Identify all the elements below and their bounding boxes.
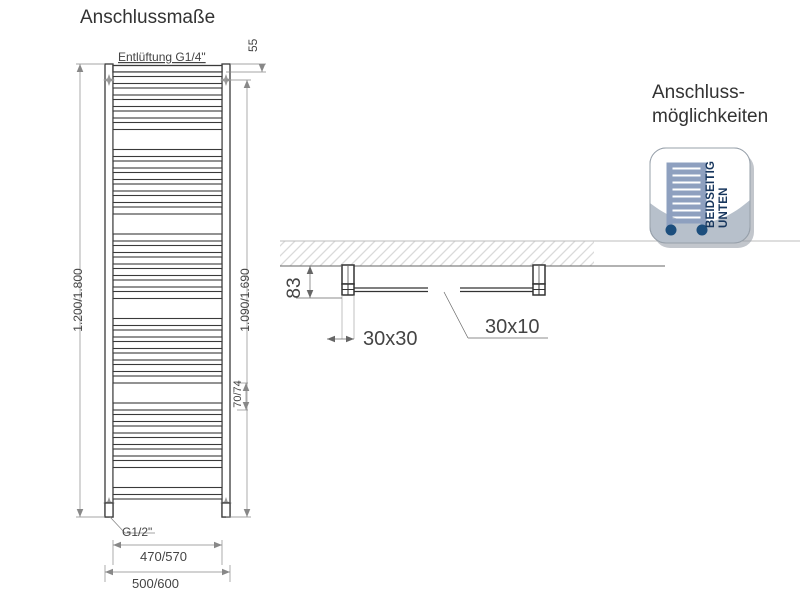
svg-text:500/600: 500/600 bbox=[132, 576, 179, 591]
svg-text:1.200/1.800: 1.200/1.800 bbox=[71, 268, 85, 332]
svg-text:70/74: 70/74 bbox=[232, 380, 244, 408]
svg-text:UNTEN: UNTEN bbox=[718, 187, 730, 228]
svg-text:Anschlussmaße: Anschlussmaße bbox=[80, 7, 215, 28]
svg-text:83: 83 bbox=[284, 277, 305, 298]
svg-text:30x30: 30x30 bbox=[363, 328, 418, 350]
svg-text:1.090/1.690: 1.090/1.690 bbox=[238, 268, 252, 332]
svg-text:55: 55 bbox=[246, 38, 260, 52]
svg-text:Anschluss-: Anschluss- bbox=[652, 82, 745, 103]
svg-text:G1/2": G1/2" bbox=[122, 525, 152, 539]
svg-text:Entlüftung G1/4": Entlüftung G1/4" bbox=[118, 50, 206, 64]
svg-text:30x10: 30x10 bbox=[485, 316, 540, 338]
svg-text:BEIDSEITIG: BEIDSEITIG bbox=[705, 161, 717, 228]
svg-text:möglichkeiten: möglichkeiten bbox=[652, 106, 768, 127]
svg-text:470/570: 470/570 bbox=[140, 549, 187, 564]
